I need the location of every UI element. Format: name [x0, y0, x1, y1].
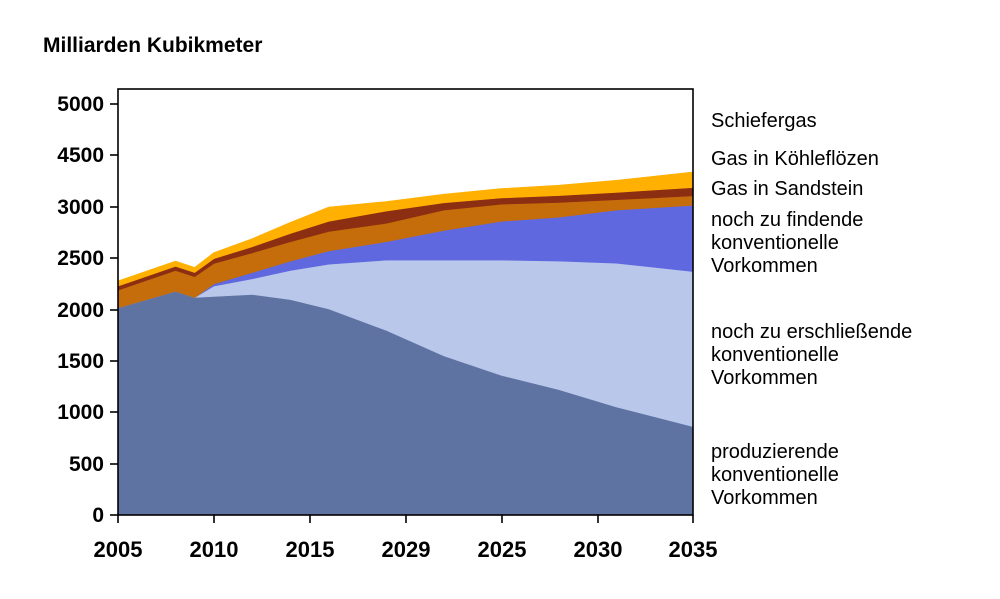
x-tick-label: 2010	[190, 537, 239, 562]
series-label: konventionelle	[711, 232, 839, 254]
y-tick-label: 1500	[57, 350, 104, 373]
x-tick-label: 2015	[286, 537, 335, 562]
y-tick-label: 5000	[57, 93, 104, 116]
series-label: noch zu findende	[711, 209, 863, 231]
x-tick-label: 2005	[94, 537, 143, 562]
y-tick-label: 2500	[57, 247, 104, 270]
x-tick-label: 2030	[574, 537, 623, 562]
series-label: Vorkommen	[711, 487, 818, 509]
series-label: konventionelle	[711, 344, 839, 366]
series-label: produzierende	[711, 441, 839, 463]
x-tick-label: 2029	[382, 537, 431, 562]
series-label: Vorkommen	[711, 255, 818, 277]
y-tick-label: 0	[92, 504, 104, 527]
series-label: Vorkommen	[711, 367, 818, 389]
y-tick-label: 3000	[57, 196, 104, 219]
x-tick-label: 2025	[478, 537, 527, 562]
y-tick-label: 4500	[57, 144, 104, 167]
y-tick-label: 1000	[57, 401, 104, 424]
series-label: Gas in Sandstein	[711, 178, 863, 200]
series-label: Schiefergas	[711, 110, 817, 132]
y-tick-label: 2000	[57, 299, 104, 322]
y-tick-label: 500	[69, 453, 104, 476]
x-tick-label: 2035	[669, 537, 718, 562]
series-label: konventionelle	[711, 464, 839, 486]
y-axis-title: Milliarden Kubikmeter	[43, 34, 263, 57]
series-label: noch zu erschließende	[711, 321, 912, 343]
series-label: Gas in Köhleflözen	[711, 148, 879, 170]
